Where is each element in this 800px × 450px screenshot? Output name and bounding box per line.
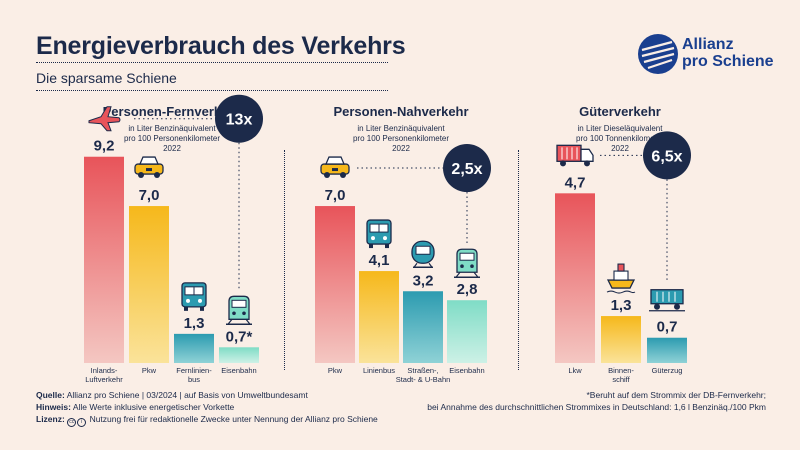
panel-2-unit-line-1: in Liter Benzinäquivalent	[357, 124, 445, 133]
car-icon	[320, 156, 350, 179]
category-label: Eisenbahn	[449, 366, 484, 375]
bar-2-3	[403, 291, 443, 363]
bar-3-3	[647, 337, 687, 363]
allianz-logo-icon	[638, 34, 678, 74]
bar-3-2	[601, 316, 641, 363]
panel-3-title: Güterverkehr	[579, 104, 661, 119]
value-label: 4,1	[369, 252, 390, 269]
category-label: Straßen-, Stadt- & U-Bahn	[396, 366, 451, 384]
factor-label: 2,5x	[451, 161, 482, 178]
value-label: 2,8	[457, 281, 478, 298]
category-label: Inlands-Luftverkehr	[85, 366, 123, 384]
bar-1-3	[174, 333, 214, 363]
factor-badge	[443, 144, 491, 193]
title-divider	[36, 62, 388, 63]
panel-1-unit-line-3: 2022	[163, 144, 181, 153]
train-icon	[226, 295, 252, 326]
footer-license: Lizenz: cc i Nutzung frei für redaktionel…	[36, 413, 378, 427]
category-label: Eisenbahn	[221, 366, 256, 375]
chart-panel-1: 9,2 Inlands-Luftverkehr 7,0 Pkw 1,3 Fernlinie…	[84, 94, 263, 384]
bus-icon	[181, 282, 207, 311]
tram-icon	[411, 240, 435, 269]
panel-3-unit: in Liter Dieseläquivalent pro 100 Tonnen…	[510, 124, 730, 154]
attribution-icon: i	[77, 418, 87, 427]
bus-icon	[366, 219, 392, 249]
category-label: Linienbus	[363, 366, 395, 375]
value-label: 1,3	[611, 297, 632, 314]
bar-2-2	[359, 271, 399, 363]
panel-2-title: Personen-Nahverkehr	[333, 104, 469, 119]
footer-note: Hinweis: Alle Werte inklusive energetisc…	[36, 401, 378, 413]
panel-separator	[284, 150, 285, 370]
footnote-line-1: *Beruht auf dem Strommix der DB-Fernverk…	[586, 390, 766, 400]
cc-icon: cc	[67, 418, 77, 427]
panel-2-unit-line-3: 2022	[392, 144, 410, 153]
bar-1-2	[129, 206, 169, 363]
value-label: 9,2	[94, 138, 115, 155]
truck-icon	[556, 144, 594, 167]
panel-2-unit: in Liter Benzinäquivalent pro 100 Person…	[291, 124, 511, 154]
page-title: Energieverbrauch des Verkehrs	[36, 32, 406, 60]
panel-3-unit-line-2: pro 100 Tonnenkilometer	[576, 134, 664, 143]
ship-icon	[606, 263, 636, 294]
value-label: 0,7*	[226, 328, 253, 345]
freight-wagon-icon	[649, 289, 685, 312]
logo-wordmark: Allianz pro Schiene	[682, 36, 774, 70]
footnote: *Beruht auf dem Strommix der DB-Fernverk…	[427, 389, 766, 413]
logo-line-2: pro Schiene	[682, 53, 774, 70]
bar-1-1	[84, 156, 124, 363]
factor-badge	[643, 131, 691, 180]
category-label: Binnen-schiff	[608, 366, 634, 384]
panel-separator	[518, 150, 519, 370]
bar-2-1	[315, 206, 355, 363]
source-label: Quelle:	[36, 390, 65, 400]
category-label: Fernlinien-bus	[176, 366, 212, 384]
factor-label: 13x	[226, 112, 253, 129]
value-label: 0,7	[657, 319, 678, 336]
category-label: Pkw	[142, 366, 157, 375]
train-icon	[454, 248, 480, 278]
factor-badge	[215, 94, 263, 143]
chart-panel-3: 4,7 Lkw 1,3 Binnen-schiff 0,7 Güterzug 6,5x	[555, 131, 691, 384]
note-label: Hinweis:	[36, 402, 71, 412]
panel-3-unit-line-3: 2022	[611, 144, 629, 153]
note-text: Alle Werte inklusive energetischer Vorke…	[72, 402, 235, 412]
airplane-icon	[88, 106, 121, 132]
category-label: Lkw	[568, 366, 582, 375]
panel-3-unit-line-1: in Liter Dieseläquivalent	[577, 124, 663, 133]
car-icon	[134, 156, 164, 179]
panel-1-unit-line-2: pro 100 Personenkilometer	[123, 134, 221, 143]
license-text: Nutzung frei für redaktionelle Zwecke un…	[89, 414, 378, 424]
chart-panel-2: 7,0 Pkw 4,1 Linienbus 3,2 Straßen-, Stadt- & U…	[315, 144, 491, 384]
panel-1-title: Personen-Fernverkehr	[102, 104, 242, 119]
value-label: 7,0	[139, 187, 160, 204]
bar-3-1	[555, 193, 595, 363]
value-label: 1,3	[184, 315, 205, 332]
value-label: 7,0	[325, 187, 346, 204]
logo-line-1: Allianz	[682, 36, 734, 53]
panel-1-unit-line-1: in Liter Benzinäquivalent	[128, 124, 216, 133]
source-text: Allianz pro Schiene | 03/2024 | auf Basi…	[66, 390, 308, 400]
footer-source: Quelle: Allianz pro Schiene | 03/2024 | …	[36, 389, 378, 401]
category-label: Güterzug	[652, 366, 683, 375]
value-label: 3,2	[413, 272, 434, 289]
bar-1-4	[219, 347, 259, 363]
bar-2-4	[447, 300, 487, 363]
license-label: Lizenz:	[36, 414, 65, 424]
panel-1-unit: in Liter Benzinäquivalent pro 100 Person…	[62, 124, 282, 154]
footer-info: Quelle: Allianz pro Schiene | 03/2024 | …	[36, 389, 378, 427]
value-label: 4,7	[565, 174, 586, 191]
category-label: Pkw	[328, 366, 343, 375]
subtitle-divider	[36, 90, 388, 91]
factor-label: 6,5x	[651, 148, 682, 165]
footnote-line-2: bei Annahme des durchschnittlichen Strom…	[427, 402, 766, 412]
page-subtitle: Die sparsame Schiene	[36, 70, 177, 86]
panel-2-unit-line-2: pro 100 Personenkilometer	[352, 134, 450, 143]
